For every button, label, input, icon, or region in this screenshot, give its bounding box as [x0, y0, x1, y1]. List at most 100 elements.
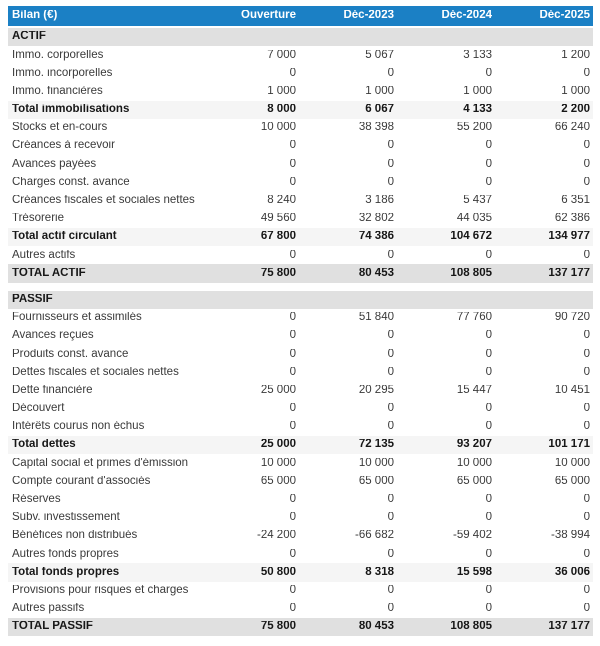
grand-total-row: TOTAL ACTIF 75 800 80 453 108 805 137 177	[8, 264, 593, 283]
table-header-row: Bilan (€) Ouverture Déc-2023 Déc-2024 Déc-2…	[8, 6, 593, 26]
row-value: 10 451	[554, 384, 590, 396]
row-value: 0	[387, 403, 394, 415]
row-value: 108 805	[450, 267, 492, 279]
row-value: 65 000	[358, 475, 394, 487]
row-value: 10 000	[260, 122, 296, 134]
row-label: ACTIF	[12, 31, 46, 43]
header-col-3: Déc-2024	[441, 10, 492, 22]
row-value: 36 006	[554, 566, 590, 578]
table-row: Dette financière 25 000 20 295 15 447 10 451	[8, 382, 593, 400]
table-row: Autres fonds propres 0 0 0 0	[8, 545, 593, 563]
row-value: 1 000	[463, 85, 492, 97]
row-value: 0	[583, 158, 590, 170]
table-row: Subv. investissement 0 0 0 0	[8, 509, 593, 527]
row-value: -66 682	[354, 530, 394, 542]
row-value: 0	[485, 548, 492, 560]
row-value: 44 035	[456, 213, 492, 225]
row-value: 0	[387, 140, 394, 152]
row-label: Immo. incorporelles	[12, 67, 113, 79]
row-value: 0	[583, 176, 590, 188]
row-label: Dette financière	[12, 384, 93, 396]
table-row: Bénéfices non distribués -24 200 -66 682 -5…	[8, 527, 593, 545]
row-value: 8 000	[267, 104, 296, 116]
row-label: Subv. investissement	[12, 512, 120, 524]
row-value: 0	[387, 512, 394, 524]
row-value: 25 000	[260, 439, 296, 451]
row-value: 0	[583, 421, 590, 433]
row-label: Réserves	[12, 494, 61, 506]
row-value: 15 598	[456, 566, 492, 578]
row-value: 50 800	[260, 566, 296, 578]
row-value: 32 802	[358, 213, 394, 225]
row-value: 0	[289, 140, 296, 152]
row-value: 8 240	[267, 195, 296, 207]
row-value: 38 398	[358, 122, 394, 134]
table-row: Créances fiscales et sociales nettes 8 24…	[8, 192, 593, 210]
row-value: 0	[387, 494, 394, 506]
row-label: Stocks et en-cours	[12, 122, 108, 134]
row-value: 0	[485, 366, 492, 378]
row-value: 10 000	[260, 457, 296, 469]
row-value: 1 200	[561, 49, 590, 61]
header-col-2: Déc-2023	[343, 10, 394, 22]
row-label: Total actif circulant	[12, 231, 117, 243]
row-value: 0	[583, 140, 590, 152]
table-row: Créances à recevoir 0 0 0 0	[8, 137, 593, 155]
row-value: 0	[387, 67, 394, 79]
row-value: 65 000	[554, 475, 590, 487]
row-value: 1 000	[561, 85, 590, 97]
row-value: 0	[485, 512, 492, 524]
row-value: 0	[387, 366, 394, 378]
subtotal-row: Total actif circulant 67 800 74 386 104 672…	[8, 228, 593, 247]
row-label: Autres actifs	[12, 249, 76, 261]
row-label: Total dettes	[12, 439, 76, 451]
row-label: Produits const. avance	[12, 348, 129, 360]
row-label: Avances payées	[12, 158, 97, 170]
row-value: 55 200	[456, 122, 492, 134]
row-value: 0	[485, 330, 492, 342]
table-row: Trésorerie 49 560 32 802 44 035 62 386	[8, 210, 593, 228]
row-value: 0	[289, 494, 296, 506]
row-label: Créances fiscales et sociales nettes	[12, 195, 195, 207]
row-value: 0	[485, 603, 492, 615]
row-label: Provisions pour risques et charges	[12, 584, 189, 596]
row-value: 1 000	[267, 85, 296, 97]
row-value: 0	[387, 158, 394, 170]
row-label: TOTAL PASSIF	[12, 621, 93, 633]
table-row: Autres passifs 0 0 0 0	[8, 600, 593, 618]
row-value: 49 560	[260, 213, 296, 225]
row-value: 65 000	[260, 475, 296, 487]
row-value: 6 351	[561, 195, 590, 207]
grand-total-row: TOTAL PASSIF 75 800 80 453 108 805 137 177	[8, 618, 593, 637]
header-col-1: Ouverture	[241, 10, 296, 22]
table-row: Immo. financières 1 000 1 000 1 000 1 000	[8, 83, 593, 101]
table-row: Avances payées 0 0 0 0	[8, 155, 593, 173]
row-value: 0	[583, 366, 590, 378]
table-row: Autres actifs 0 0 0 0	[8, 246, 593, 264]
row-value: 8 318	[365, 566, 394, 578]
row-label: Avances reçues	[12, 330, 94, 342]
row-value: 2 200	[561, 104, 590, 116]
table-row: Stocks et en-cours 10 000 38 398 55 200 66 2…	[8, 119, 593, 137]
row-value: 75 800	[260, 267, 296, 279]
balance-sheet-table: Bilan (€) Ouverture Déc-2023 Déc-2024 Déc-2…	[8, 6, 593, 637]
row-value: 0	[583, 603, 590, 615]
row-value: 0	[583, 548, 590, 560]
row-value: 62 386	[554, 213, 590, 225]
row-value: 0	[485, 140, 492, 152]
row-value: 0	[387, 603, 394, 615]
row-value: 10 000	[456, 457, 492, 469]
row-value: 90 720	[554, 312, 590, 324]
row-label: Autres passifs	[12, 603, 85, 615]
row-value: 0	[583, 494, 590, 506]
row-value: 6 067	[365, 104, 394, 116]
row-label: Compte courant d'associés	[12, 475, 151, 487]
row-value: 0	[583, 67, 590, 79]
row-label: Immo. corporelles	[12, 49, 104, 61]
table-row: Découvert 0 0 0 0	[8, 400, 593, 418]
row-value: 4 133	[463, 104, 492, 116]
row-value: 0	[289, 330, 296, 342]
row-label: Trésorerie	[12, 213, 64, 225]
row-value: 67 800	[260, 231, 296, 243]
table-body: ACTIF Immo. corporelles 7 000 5 067 3 133 1 2…	[8, 28, 593, 637]
